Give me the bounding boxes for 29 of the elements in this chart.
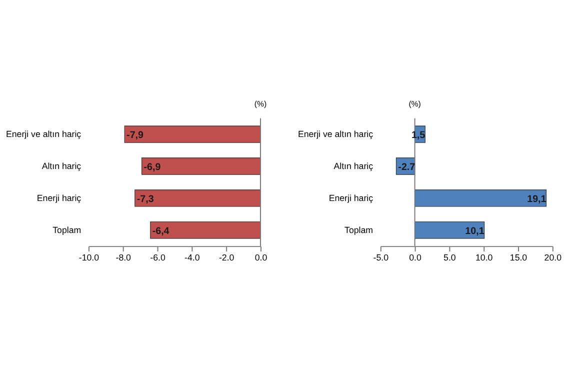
x-tick-label: 0.0 (409, 252, 422, 262)
x-tick-label: -8.0 (116, 252, 132, 262)
x-tick-label: 15.0 (510, 252, 528, 262)
text: (%) (254, 99, 267, 108)
x-tick-label: 0.0 (254, 252, 268, 262)
y-tick-label: Altın hariç (42, 161, 82, 172)
data-label: -6,4 (152, 226, 170, 238)
data-label: -6,9 (144, 162, 162, 174)
y-tick-label: Toplam (52, 225, 82, 236)
data-label: 19,1 (527, 194, 547, 206)
x-tick-label: 20.0 (544, 252, 562, 262)
text: (%) (408, 99, 422, 108)
x-tick-label: -4.0 (184, 252, 200, 262)
x-tick-label: -10.0 (78, 252, 100, 262)
x-tick-label: -2.0 (218, 252, 234, 262)
data-label: -7,9 (126, 130, 144, 142)
data-label: 10,1 (465, 226, 485, 238)
y-tick-label: Enerji hariç (36, 193, 82, 204)
x-tick-label: 5.0 (444, 252, 456, 262)
x-tick-label: 10.0 (476, 252, 493, 262)
x-tick-label: -6.0 (150, 252, 166, 262)
y-tick-label: Toplam (344, 225, 374, 236)
data-label: -7,3 (136, 194, 154, 206)
x-tick-label: -5.0 (373, 252, 389, 262)
y-tick-label: Enerji ve altın hariç (6, 129, 82, 140)
data-label: -2.7 (398, 162, 416, 174)
y-tick-label: Enerji hariç (328, 193, 374, 204)
y-tick-label: Enerji ve altın hariç (298, 129, 374, 140)
y-tick-label: Altın hariç (334, 161, 374, 172)
